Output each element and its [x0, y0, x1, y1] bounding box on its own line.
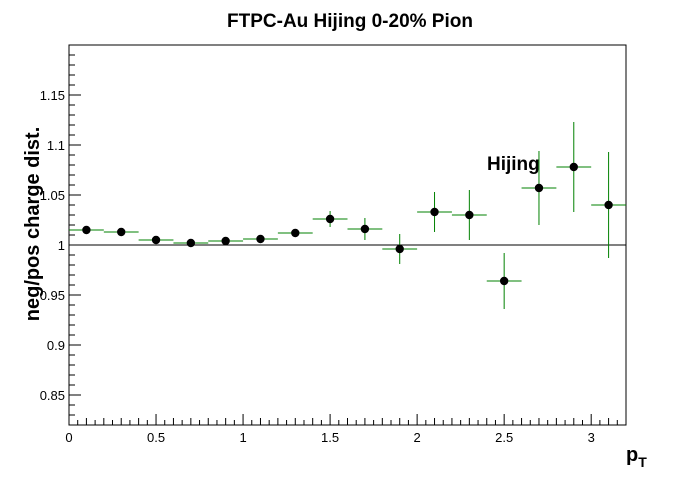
- y-tick-label: 1: [58, 238, 65, 253]
- data-marker: [221, 236, 230, 246]
- data-point: [103, 227, 139, 237]
- x-tick-label: 1.5: [321, 430, 339, 445]
- y-axis-title: neg/pos charge dist.: [22, 127, 44, 321]
- data-point: [312, 211, 348, 227]
- data-point: [556, 122, 592, 212]
- x-tick-label: 2: [414, 430, 421, 445]
- x-axis-title: pT: [626, 444, 647, 470]
- data-marker: [395, 244, 404, 254]
- y-tick-label: 0.85: [40, 388, 65, 403]
- x-axis: 0 0.5 1 1.5 2 2.5 3: [65, 414, 627, 445]
- data-point: [69, 225, 104, 235]
- data-marker: [186, 238, 196, 248]
- data-point: [277, 228, 313, 238]
- hijing-annotation: Hijing: [487, 154, 540, 175]
- data-point: [591, 152, 626, 258]
- x-axis-title-subscript: T: [638, 454, 647, 470]
- data-marker: [534, 183, 544, 193]
- x-axis-title-main: p: [626, 444, 638, 466]
- data-point: [417, 192, 452, 232]
- data-point: [243, 234, 278, 244]
- chart-title: FTPC-Au Hijing 0-20% Pion: [227, 11, 473, 32]
- data-marker: [569, 162, 578, 172]
- data-marker: [499, 276, 509, 286]
- x-tick-label: 1: [239, 430, 246, 445]
- data-point: [173, 238, 209, 248]
- y-axis: 0.85 0.9 0.95 1 1.05 1.1 1.15: [40, 44, 81, 426]
- data-point: [208, 236, 244, 246]
- plot-frame: [68, 44, 627, 426]
- x-tick-label: 2.5: [495, 430, 513, 445]
- data-series: [69, 122, 626, 309]
- data-marker: [325, 214, 335, 224]
- data-point: [451, 190, 487, 240]
- x-tick-label: 0: [65, 430, 72, 445]
- y-tick-label: 0.95: [40, 288, 65, 303]
- data-point: [382, 234, 418, 264]
- data-point: [347, 218, 383, 240]
- data-marker: [151, 235, 161, 245]
- data-point: [138, 235, 174, 245]
- x-tick-label: 3: [588, 430, 595, 445]
- data-marker: [360, 224, 370, 234]
- x-tick-label: 0.5: [147, 430, 165, 445]
- data-marker: [117, 227, 126, 237]
- y-tick-label: 1.05: [40, 188, 65, 203]
- data-marker: [256, 234, 265, 244]
- data-marker: [604, 200, 613, 210]
- y-tick-label: 1.15: [40, 88, 65, 103]
- data-marker: [291, 228, 300, 238]
- data-point: [486, 253, 522, 309]
- y-tick-label: 1.1: [47, 138, 65, 153]
- y-tick-label: 0.9: [47, 338, 65, 353]
- data-point: [521, 151, 557, 225]
- data-marker: [82, 225, 91, 235]
- data-marker: [430, 207, 439, 217]
- data-marker: [465, 210, 474, 220]
